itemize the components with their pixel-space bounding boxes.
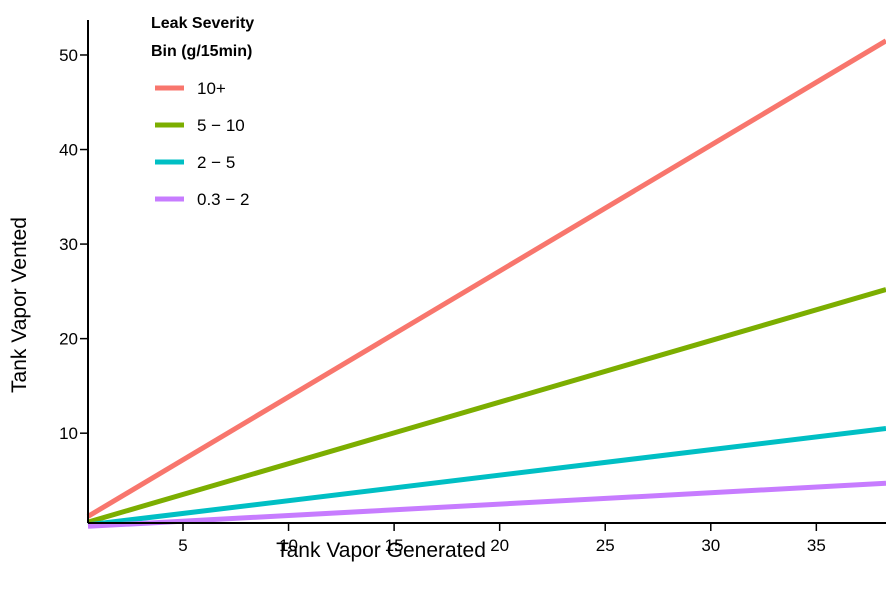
x-tick-label: 25 <box>596 536 615 555</box>
x-tick-label: 15 <box>385 536 404 555</box>
y-tick-label: 50 <box>59 46 78 65</box>
series-layer <box>86 38 886 529</box>
x-axis-title: Tank Vapor Generated <box>276 539 486 562</box>
y-tick-label: 10 <box>59 424 78 443</box>
legend-title-line2: Bin (g/15min) <box>151 43 252 60</box>
x-tick-label: 10 <box>279 536 298 555</box>
x-tick-label: 30 <box>701 536 720 555</box>
series-line-5-10 <box>87 287 886 525</box>
x-tick-label: 5 <box>178 536 187 555</box>
legend-label-2-5: 2 − 5 <box>197 153 235 172</box>
y-tick-label: 30 <box>59 235 78 254</box>
y-ticks: 10 20 30 40 50 <box>59 46 88 443</box>
legend-items: 10+ 5 − 10 2 − 5 0.3 − 2 <box>155 79 249 209</box>
x-tick-label: 20 <box>490 536 509 555</box>
series-line-2-5 <box>87 426 886 528</box>
series-line-0.3-2 <box>87 480 886 529</box>
legend-label-0.3-2: 0.3 − 2 <box>197 190 249 209</box>
x-ticks: 5 10 15 20 25 30 35 <box>178 523 826 555</box>
series-line-10 <box>86 38 886 519</box>
legend: Leak Severity Bin (g/15min) 10+ 5 − 10 2 −… <box>151 15 254 209</box>
legend-title-line1: Leak Severity <box>151 15 254 32</box>
legend-label-10: 10+ <box>197 79 226 98</box>
y-tick-label: 40 <box>59 141 78 160</box>
y-axis-title: Tank Vapor Vented <box>8 217 31 393</box>
legend-label-5-10: 5 − 10 <box>197 116 245 135</box>
x-tick-label: 35 <box>807 536 826 555</box>
y-tick-label: 20 <box>59 330 78 349</box>
